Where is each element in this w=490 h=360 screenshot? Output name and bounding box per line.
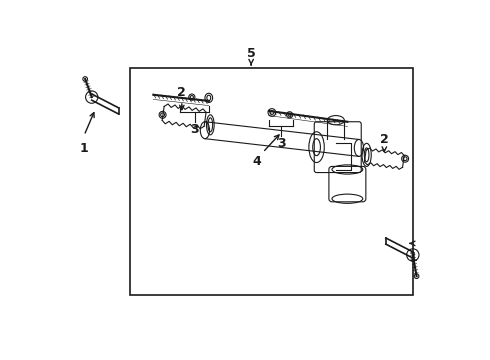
- Text: 3: 3: [190, 123, 199, 136]
- Text: 5: 5: [247, 48, 255, 60]
- Text: 1: 1: [80, 142, 88, 155]
- Bar: [130, 68, 414, 296]
- Text: 4: 4: [252, 155, 261, 168]
- Text: 1: 1: [409, 251, 417, 264]
- Text: 2: 2: [177, 86, 186, 99]
- Text: 2: 2: [380, 132, 389, 145]
- Text: 3: 3: [277, 137, 286, 150]
